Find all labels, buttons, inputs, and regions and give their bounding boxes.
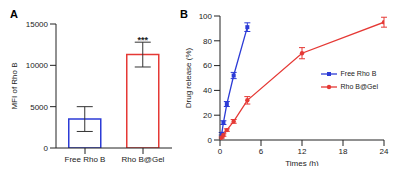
svg-text:40: 40 bbox=[203, 86, 212, 95]
svg-text:15000: 15000 bbox=[26, 20, 49, 29]
svg-text:Rho B@Gel: Rho B@Gel bbox=[122, 155, 165, 164]
svg-text:20: 20 bbox=[203, 111, 212, 120]
html-text:A: A bbox=[10, 8, 18, 20]
svg-text:60: 60 bbox=[203, 61, 212, 70]
svg-text:0: 0 bbox=[218, 147, 223, 156]
svg-text:80: 80 bbox=[203, 37, 212, 46]
svg-text:Free Rho B: Free Rho B bbox=[65, 155, 106, 164]
html-text:B: B bbox=[180, 8, 188, 20]
html-text:Free Rho B: Free Rho B bbox=[340, 70, 377, 77]
svg-text:***: *** bbox=[138, 35, 149, 45]
svg-text:6: 6 bbox=[259, 147, 264, 156]
svg-text:Drug release (%): Drug release (%) bbox=[184, 47, 193, 108]
html-text:Rho B@Gel: Rho B@Gel bbox=[340, 83, 378, 90]
svg-text:Times (h): Times (h) bbox=[285, 159, 319, 166]
svg-text:100: 100 bbox=[199, 12, 213, 21]
svg-text:10000: 10000 bbox=[26, 61, 49, 70]
svg-text:0: 0 bbox=[44, 144, 49, 153]
svg-text:18: 18 bbox=[339, 147, 348, 156]
svg-text:12: 12 bbox=[298, 147, 307, 156]
svg-text:5000: 5000 bbox=[30, 103, 48, 112]
svg-text:24: 24 bbox=[380, 147, 389, 156]
svg-text:0: 0 bbox=[208, 136, 213, 145]
svg-text:MFI of Rho B: MFI of Rho B bbox=[10, 62, 19, 109]
